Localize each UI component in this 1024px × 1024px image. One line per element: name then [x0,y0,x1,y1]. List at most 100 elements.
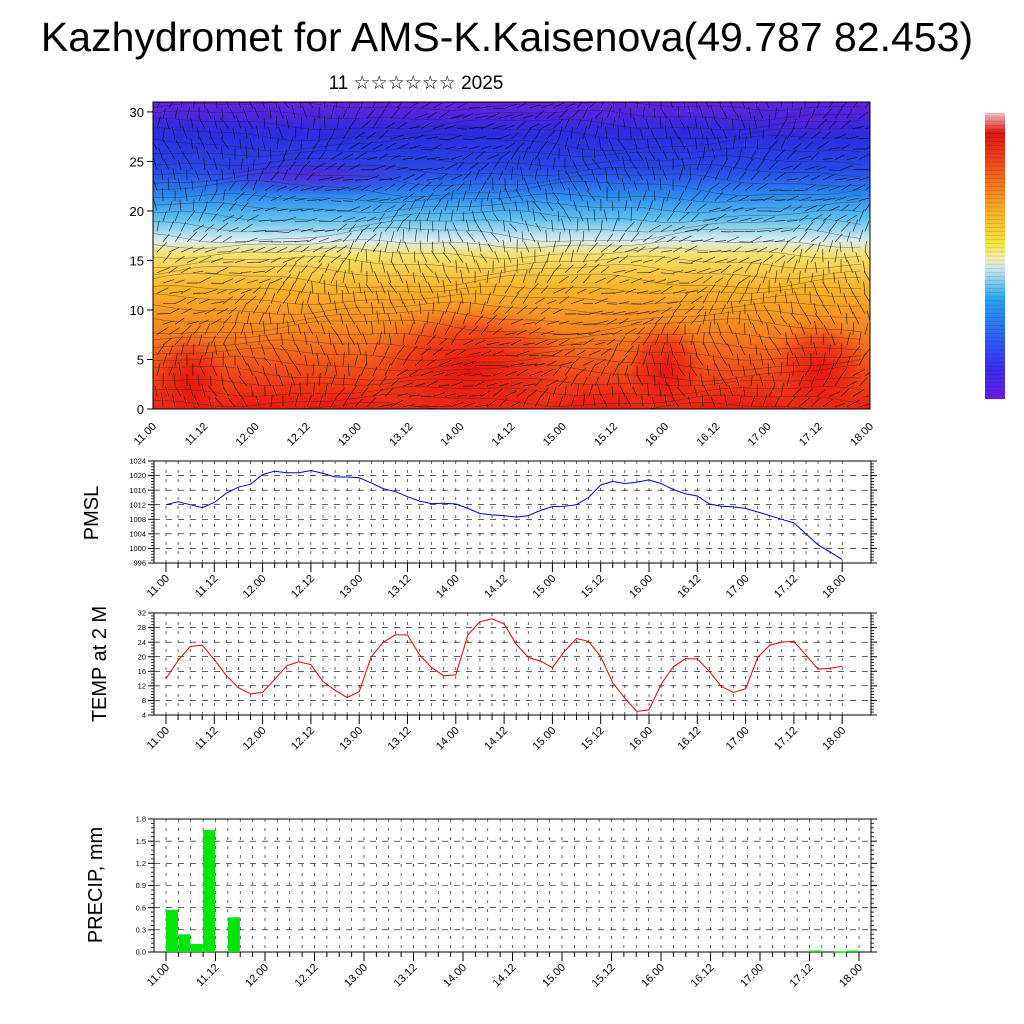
precip-xlabel: 13.00 [342,962,370,990]
wind-barb [342,394,351,407]
wind-barb [189,384,194,397]
wind-barb [690,334,694,345]
wind-barb [774,107,778,119]
wind-barb [419,300,422,315]
wind-barb [546,149,553,160]
wind-barb [311,281,314,294]
wind-barb [354,398,363,407]
wind-barb [726,258,738,263]
wind-barb [462,151,474,160]
wind-barb [852,345,861,356]
wind-barb [254,376,260,387]
wind-barb [360,241,367,253]
wind-barb [192,270,204,274]
wind-barb [390,134,404,140]
wind-barb [246,214,259,222]
wind-barb [498,295,506,304]
wind-barb [478,241,482,253]
wind-barb [852,203,861,212]
wind-barb [443,252,452,263]
precip-ylabel-tick: 1.5 [136,837,146,846]
contour-line [153,110,862,121]
cs-xtick-label: 18.00 [848,421,876,449]
wind-barb [576,119,582,129]
wind-barb [712,148,716,160]
wind-barb [449,290,452,304]
wind-barb [804,184,817,191]
wind-barb [722,129,728,140]
wind-barb [366,157,378,160]
wind-barb [763,304,770,315]
contour-line [153,134,862,152]
contour-line [153,155,862,167]
wind-barb [282,169,289,181]
wind-barb [768,336,776,346]
wind-barb [702,218,716,222]
wind-barb [285,115,290,129]
wind-barb [402,354,410,366]
wind-barb [276,158,286,171]
wind-barb [246,237,258,243]
wind-barb [576,313,590,316]
wind-barb [654,236,666,243]
wind-barb [492,283,497,294]
pmsl-panel: PMSL 11.00 11.12 12.00 12.12 13.00 13.12 14.00… [81,457,877,601]
wind-barb [162,108,166,119]
wind-barb [168,365,174,376]
wind-barb [738,195,750,202]
wind-barb [516,259,518,273]
wind-barb [371,302,374,315]
wind-barb [234,311,240,325]
wind-barb [153,180,158,191]
wind-barb [851,291,860,304]
wind-barb [666,354,670,366]
wind-barb [470,250,476,263]
wind-barb [390,399,404,408]
wind-barb [659,178,662,191]
wind-barb [328,331,332,345]
wind-barb [636,246,646,253]
cs-xtick-label: 11.12 [183,421,210,448]
wind-barb [666,314,675,325]
wind-barb [234,332,237,345]
wind-barb [268,311,272,325]
wind-barb [384,345,390,356]
wind-barb [650,128,656,140]
wind-barb [426,334,437,346]
wind-barb [678,262,693,264]
wind-barb [570,396,575,407]
wind-barb [450,209,454,222]
wind-barb [534,297,545,305]
wind-barb [587,218,590,232]
wind-barb [399,314,404,325]
wind-barb [156,267,171,274]
wind-barb [417,260,422,273]
wind-barb [762,394,768,407]
wind-barb [696,224,709,232]
wind-barb [828,239,834,253]
wind-barb [750,235,762,243]
wind-barb [672,225,685,232]
wind-barb [199,365,206,376]
temp-xlabel: 11.12 [193,725,220,752]
wind-barb [294,125,297,139]
wind-barb [307,325,314,335]
pmsl-xlabel: 12.00 [241,573,269,601]
wind-barb [558,361,573,366]
wind-barb [381,260,386,273]
wind-barb [794,333,800,346]
contour-line [153,331,862,341]
wind-barb [282,257,296,263]
wind-barb [426,210,431,222]
wind-barb [728,325,734,335]
wind-barb [871,357,881,366]
wind-barb [582,253,589,263]
wind-barb [363,290,368,304]
wind-barb [600,365,606,376]
wind-barb [558,296,570,304]
wind-barb [556,200,566,212]
wind-barb [558,376,568,387]
wind-barb [708,268,722,274]
wind-barb [195,170,200,181]
wind-barb [323,313,332,325]
